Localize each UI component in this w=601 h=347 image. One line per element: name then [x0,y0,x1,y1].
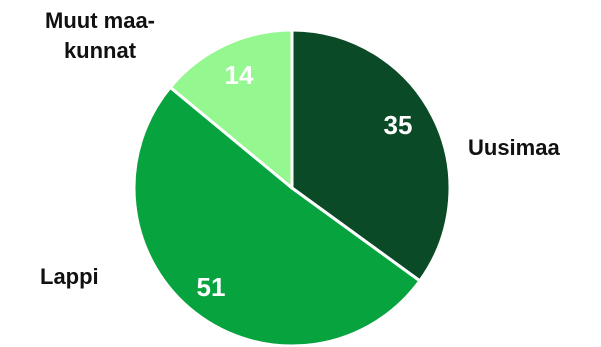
pie-slice-muut-maakunnat [168,28,294,190]
category-label-muut-maakunnat-line1: Muut maa- [45,8,155,33]
slice-value-label-uusimaa: 35 [384,110,413,140]
slice-value-label-lappi: 51 [197,272,226,302]
pie-slice-lappi [132,85,422,347]
category-label-uusimaa: Uusimaa [468,135,560,160]
pie-value-labels: 35 51 14 [197,60,413,302]
category-label-lappi: Lappi [40,264,99,289]
pie-slices [132,28,452,347]
category-label-muut-maakunnat-line2: kunnat [64,38,137,63]
slice-value-label-muut-maakunnat: 14 [225,60,254,90]
pie-category-labels: Uusimaa Lappi Muut maa- kunnat [40,8,560,289]
pie-slice-uusimaa [290,28,452,283]
